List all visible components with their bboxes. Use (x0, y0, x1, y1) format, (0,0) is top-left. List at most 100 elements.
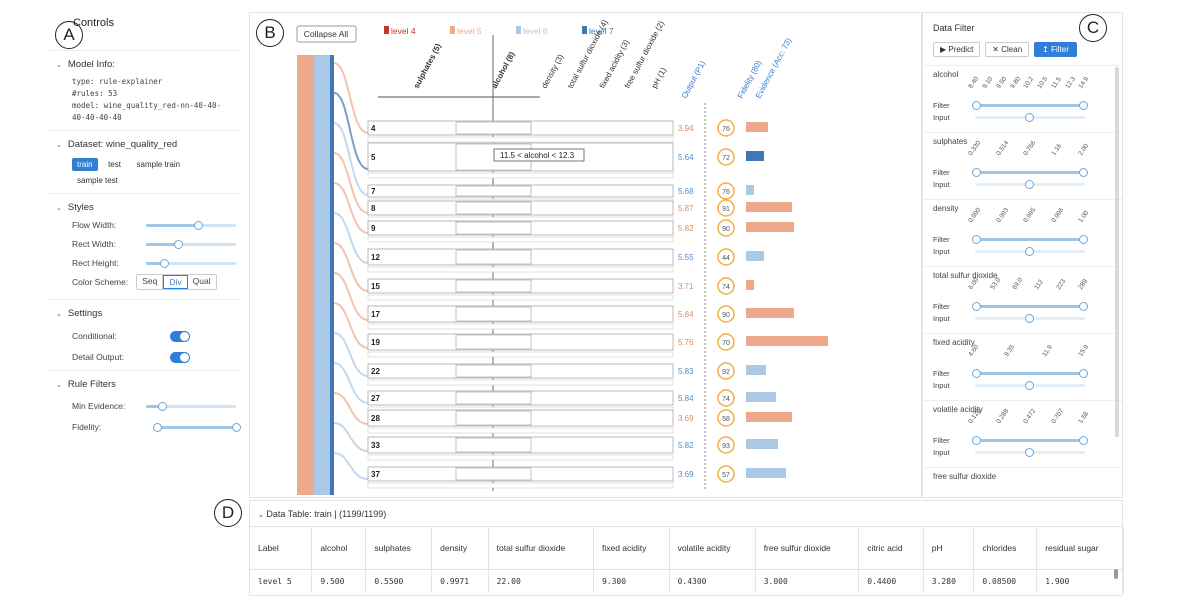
rule-output: 5.83 (678, 367, 694, 376)
rule-tooltip (493, 148, 585, 162)
table-column-header[interactable]: alcohol (311, 527, 367, 570)
rule-row[interactable]: 22 5.83 92 (367, 362, 766, 386)
filter-range-slider[interactable] (972, 234, 1088, 244)
collapse-all-button[interactable] (296, 25, 357, 43)
rect-height-slider[interactable] (146, 258, 236, 268)
rule-condition-box[interactable] (455, 279, 532, 293)
filter-range-slider[interactable] (972, 167, 1088, 177)
rule-id: 27 (371, 394, 380, 403)
data-table-header-bar[interactable]: ⌄ Data Table: train | (1199/1199) (250, 501, 1122, 527)
rule-condition-box[interactable] (455, 391, 532, 405)
filter-button[interactable]: ↥ Filter (1034, 42, 1077, 57)
table-scrollbar[interactable] (1114, 569, 1118, 579)
rule-condition-box[interactable] (455, 249, 532, 265)
rule-condition-box[interactable] (455, 364, 532, 378)
input-slider[interactable] (975, 246, 1085, 256)
input-slider[interactable] (975, 313, 1085, 323)
filter-range-slider[interactable] (972, 301, 1088, 311)
upload-icon: ↥ (1042, 45, 1049, 54)
scheme-seq[interactable]: Seq (137, 275, 164, 289)
table-column-header[interactable]: free sulfur dioxide (755, 527, 860, 570)
rect-width-slider[interactable] (146, 239, 236, 249)
table-column-header[interactable]: volatile acidity (669, 527, 756, 570)
feature-header[interactable]: alcohol (8) (490, 50, 517, 90)
table-column-header[interactable]: total sulfur dioxide (488, 527, 594, 570)
rule-condition-box[interactable] (455, 467, 532, 481)
filter-feature-name: total sulfur dioxide (933, 271, 998, 280)
rule-condition-box[interactable] (455, 306, 532, 322)
settings-toggle[interactable]: ⌄ Settings (56, 308, 240, 319)
predict-button[interactable]: ▶ Predict (933, 42, 981, 57)
rule-row[interactable]: 17 5.84 90 (367, 305, 794, 330)
fidelity-ring (717, 277, 735, 295)
rule-condition-box[interactable] (455, 334, 532, 350)
input-slider[interactable] (975, 447, 1085, 457)
table-column-header[interactable]: fixed acidity (593, 527, 670, 570)
rule-row[interactable]: 28 3.69 58 (367, 409, 792, 434)
table-column-header[interactable]: Label (250, 527, 313, 570)
rule-row[interactable]: 12 5.55 44 (367, 248, 764, 273)
rule-row[interactable]: 19 5.76 70 (367, 333, 828, 358)
rule-row[interactable]: 33 5.82 93 (367, 436, 778, 461)
rule-condition-box[interactable] (455, 437, 532, 453)
rule-row[interactable]: 27 5.84 74 (367, 389, 776, 413)
table-column-header[interactable]: sulphates (365, 527, 433, 570)
styles-toggle[interactable]: ⌄ Styles (56, 202, 240, 213)
column-header[interactable]: Output (P1) (680, 59, 708, 100)
table-cell: level 5 (250, 569, 313, 593)
rule-condition-box[interactable] (455, 201, 532, 215)
detail-output-toggle[interactable] (170, 351, 190, 363)
clean-button[interactable]: ✕ Clean (985, 42, 1030, 57)
rule-filters-toggle[interactable]: ⌄ Rule Filters (56, 379, 240, 390)
flow-width-slider[interactable] (146, 220, 236, 230)
evidence-bar (746, 151, 764, 161)
table-column-header[interactable]: residual sugar (1036, 527, 1124, 570)
scheme-div[interactable]: Div (163, 275, 188, 289)
table-column-header[interactable]: chlorides (973, 527, 1038, 570)
flow-bar-level7 (330, 55, 334, 495)
feature-header[interactable]: density (3) (540, 52, 566, 89)
dataset-test-button[interactable]: test (108, 160, 121, 169)
filter-scrollbar[interactable] (1115, 67, 1119, 437)
table-column-header[interactable]: density (431, 527, 489, 570)
input-slider[interactable] (975, 380, 1085, 390)
rule-row[interactable]: 4 3.94 76 (367, 119, 768, 143)
model-name-cont: 40-40-40-40 (72, 113, 122, 122)
conditional-label: Conditional: (72, 331, 117, 341)
dataset-toggle[interactable]: ⌄ Dataset: wine_quality_red (56, 139, 240, 150)
filter-range-slider[interactable] (972, 368, 1088, 378)
filter-block: fixed acidity 4.60 9.35 11.9 15.9 Filter Input (923, 334, 1122, 401)
scheme-qual[interactable]: Qual (192, 276, 211, 286)
table-column-header[interactable]: pH (923, 527, 975, 570)
min-evidence-slider[interactable] (146, 401, 236, 411)
rule-row[interactable]: 8 5.87 91 (367, 199, 792, 223)
rule-condition-box[interactable] (455, 221, 532, 235)
dataset-sample-test-button[interactable]: sample test (77, 176, 118, 185)
feature-header[interactable]: sulphates (5) (412, 42, 443, 90)
filter-ticks: 6.00 53.0 69.0 112 223 289 (933, 277, 1116, 300)
evidence-bar (746, 122, 768, 132)
table-row[interactable]: level 5 9.500 0.5500 0.9971 22.00 9.300 0.4300… (250, 569, 1124, 593)
rule-output: 5.84 (678, 394, 694, 403)
rule-fidelity: 76 (722, 189, 730, 196)
filter-range-slider[interactable] (972, 100, 1088, 110)
table-column-header[interactable]: citric acid (858, 527, 924, 570)
dataset-sample-train-button[interactable]: sample train (136, 160, 181, 169)
dataset-train-button[interactable]: train (72, 158, 98, 171)
feature-header[interactable]: pH (1) (650, 66, 669, 90)
filter-range-slider[interactable] (972, 435, 1088, 445)
table-cell: 9.300 (593, 569, 670, 593)
rule-row[interactable]: 37 3.69 57 (367, 465, 786, 489)
rule-condition-box[interactable] (455, 410, 532, 426)
input-slider[interactable] (975, 179, 1085, 189)
conditional-toggle[interactable] (170, 330, 190, 342)
rule-row[interactable]: 15 3.71 74 (367, 277, 754, 301)
filter-ticks (933, 481, 1116, 497)
fidelity-slider[interactable] (153, 422, 241, 432)
rule-condition-box[interactable] (455, 185, 532, 197)
input-slider[interactable] (975, 112, 1085, 122)
rule-row[interactable]: 9 5.82 90 (367, 219, 794, 243)
model-info-toggle[interactable]: ⌄ Model Info: (56, 59, 240, 70)
rule-output: 3.94 (678, 124, 694, 133)
rule-condition-box[interactable] (455, 121, 532, 135)
